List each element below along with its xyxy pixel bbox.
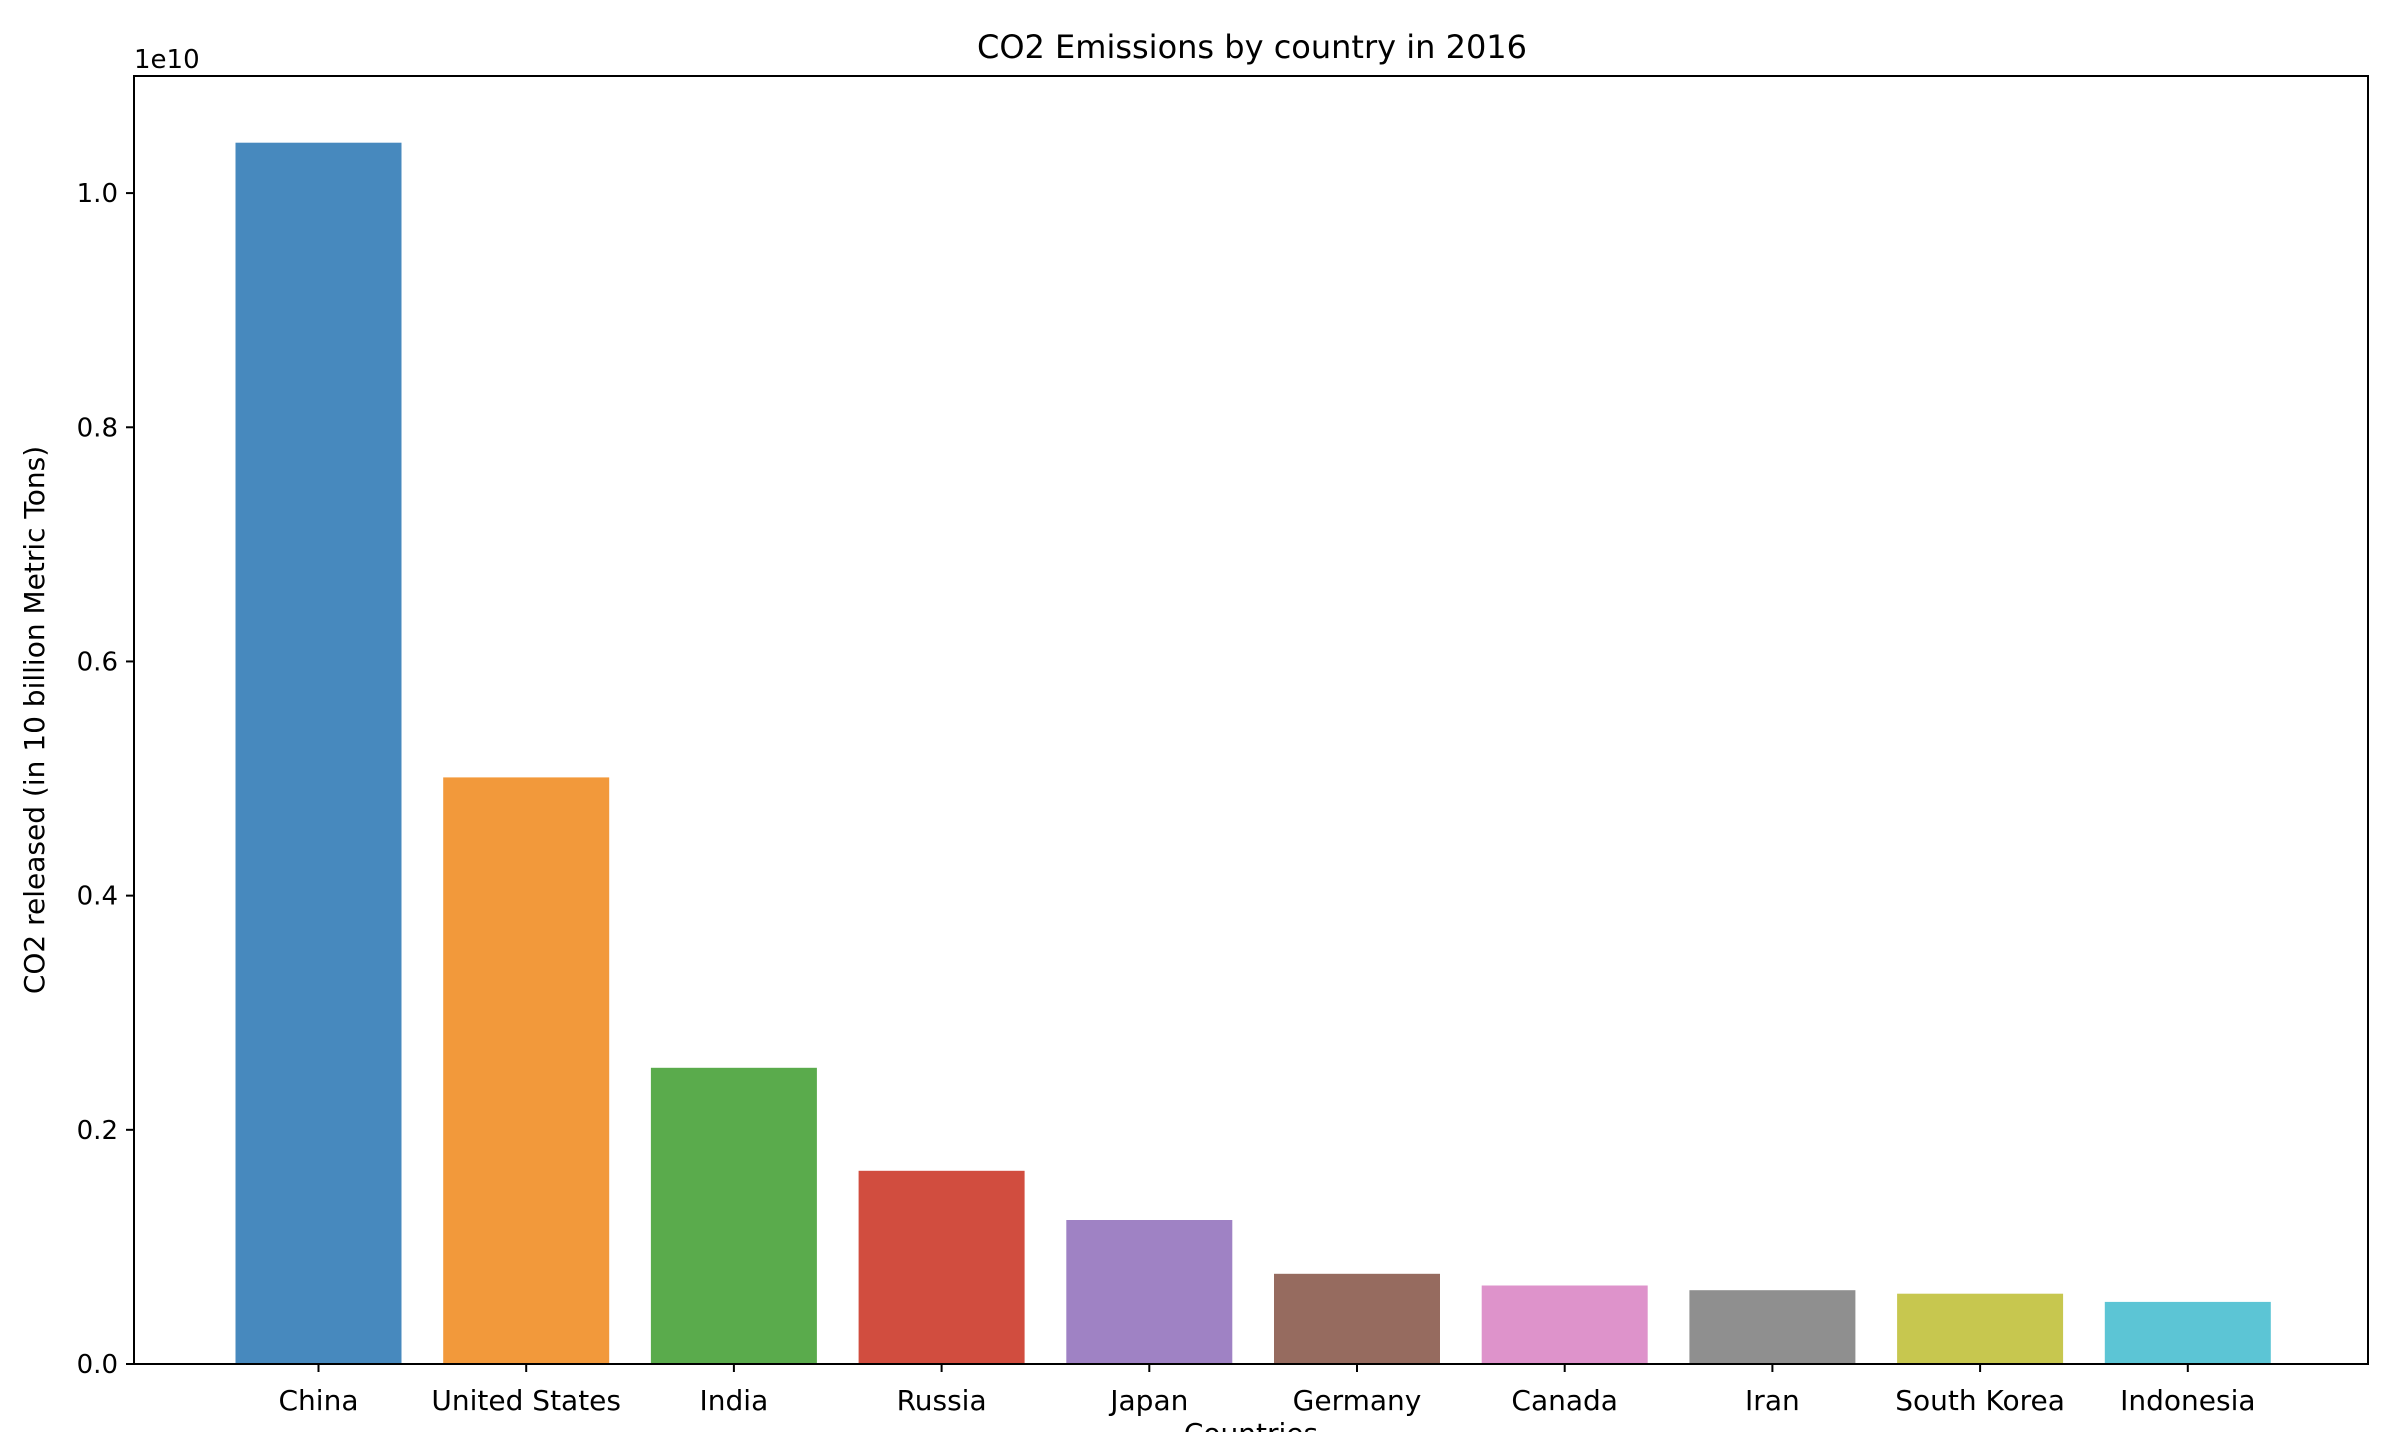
bar-russia xyxy=(858,1170,1025,1364)
x-tick-label: Iran xyxy=(1745,1384,1800,1417)
y-tick-label: 1.0 xyxy=(77,179,118,209)
x-axis: China United States India Russia Japan German… xyxy=(279,1364,2256,1417)
bars-group xyxy=(235,142,2271,1365)
x-tick-label: India xyxy=(700,1384,769,1417)
bar-japan xyxy=(1066,1220,1233,1364)
x-tick-label: United States xyxy=(431,1384,621,1417)
x-tick-label: Indonesia xyxy=(2120,1384,2255,1417)
y-axis: 0.0 0.2 0.4 0.6 0.8 1.0 xyxy=(77,179,134,1380)
chart-title: CO2 Emissions by country in 2016 xyxy=(977,28,1527,66)
bar-china xyxy=(235,142,402,1365)
x-tick-label: South Korea xyxy=(1895,1384,2065,1417)
y-tick-label: 0.4 xyxy=(77,882,118,912)
bar-india xyxy=(650,1067,817,1364)
x-tick-label: China xyxy=(279,1384,359,1417)
bar-germany xyxy=(1274,1273,1440,1364)
bar-south-korea xyxy=(1897,1293,2064,1364)
bar-united-states xyxy=(443,777,610,1364)
x-tick-label: Germany xyxy=(1293,1384,1422,1417)
x-tick-label: Japan xyxy=(1108,1384,1188,1417)
y-axis-label: CO2 released (in 10 billion Metric Tons) xyxy=(18,446,51,994)
y-tick-label: 0.0 xyxy=(77,1350,118,1380)
plot-frame xyxy=(133,75,2369,1365)
bar-iran xyxy=(1689,1290,1856,1364)
x-tick-label: Russia xyxy=(897,1384,987,1417)
bar-canada xyxy=(1481,1285,1648,1364)
y-tick-label: 0.2 xyxy=(77,1116,118,1146)
x-tick-label: Canada xyxy=(1511,1384,1618,1417)
y-tick-label: 0.8 xyxy=(77,413,118,443)
y-offset-label: 1e10 xyxy=(134,45,200,75)
y-tick-label: 0.6 xyxy=(77,647,118,677)
x-axis-label: Countries xyxy=(1184,1417,1318,1432)
bar-indonesia xyxy=(2104,1301,2271,1364)
